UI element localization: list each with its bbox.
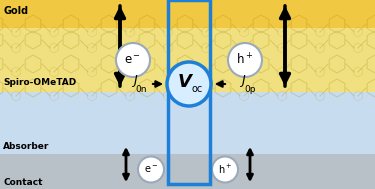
- Text: 0n: 0n: [135, 84, 147, 94]
- Circle shape: [116, 43, 150, 77]
- Bar: [0, 0, 375, 28]
- Bar: [0, 28, 375, 92]
- Text: Absorber: Absorber: [3, 142, 50, 151]
- Text: e$^-$: e$^-$: [144, 164, 158, 175]
- Text: $J$: $J$: [239, 73, 247, 89]
- Text: 0p: 0p: [244, 84, 256, 94]
- Text: h$^+$: h$^+$: [218, 163, 232, 176]
- Circle shape: [167, 62, 211, 106]
- Text: e$^-$: e$^-$: [124, 53, 141, 67]
- Circle shape: [138, 156, 164, 183]
- Text: Contact: Contact: [3, 178, 42, 187]
- Text: $J$: $J$: [131, 73, 139, 89]
- Circle shape: [228, 43, 262, 77]
- Circle shape: [212, 156, 238, 183]
- Bar: [0, 154, 375, 189]
- Text: h$^+$: h$^+$: [236, 52, 254, 68]
- Text: $\bfit{V}$: $\bfit{V}$: [177, 73, 195, 91]
- Bar: [168, 0, 210, 184]
- Text: Gold: Gold: [3, 6, 28, 16]
- Text: Spiro-OMeTAD: Spiro-OMeTAD: [3, 78, 76, 87]
- Text: oc: oc: [191, 84, 202, 94]
- Bar: [0, 92, 375, 154]
